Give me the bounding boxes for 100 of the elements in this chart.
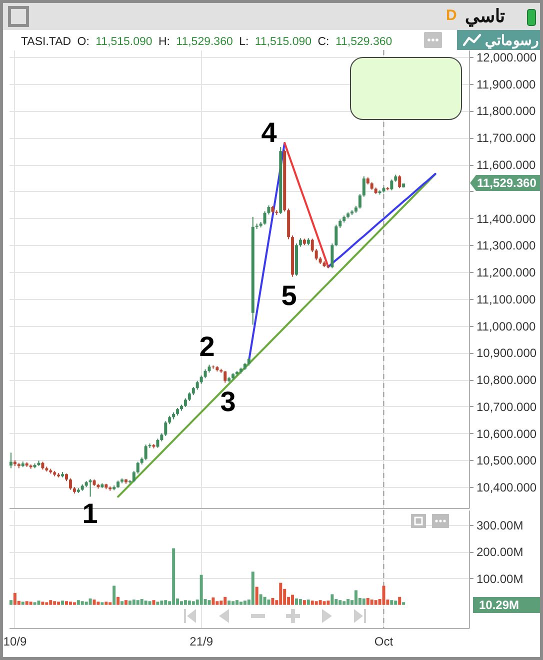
y-tick-label: 11,300.000	[476, 238, 536, 253]
bar	[279, 582, 282, 605]
bar	[100, 602, 104, 605]
bar	[263, 596, 266, 605]
bar	[267, 600, 270, 605]
bar	[390, 600, 394, 605]
bar	[53, 601, 56, 605]
candlestick	[358, 194, 362, 210]
bar	[152, 600, 156, 605]
line-series	[117, 173, 436, 498]
text: 11,529.360	[477, 175, 536, 191]
bar	[21, 602, 24, 605]
bar	[65, 601, 68, 605]
bar	[184, 600, 187, 605]
bar	[243, 600, 246, 605]
candlestick	[156, 438, 160, 448]
bar	[208, 600, 211, 605]
y-tick-label: 100.00M	[476, 572, 524, 586]
y-tick-label: 11,200.000	[476, 266, 536, 280]
bar	[370, 600, 374, 605]
y-tick-label: 300.00M	[476, 518, 524, 533]
candlestick	[136, 461, 140, 474]
bar	[310, 600, 314, 605]
y-tick-label: 11,600.000	[476, 158, 536, 172]
bar	[251, 572, 254, 605]
bar	[29, 602, 32, 605]
bar	[116, 596, 120, 605]
bar	[140, 599, 144, 605]
bar	[318, 600, 322, 605]
bar	[239, 602, 242, 605]
bar	[61, 600, 64, 605]
candlestick	[314, 248, 318, 261]
bar	[120, 601, 124, 605]
bar	[124, 600, 128, 605]
bar	[402, 602, 406, 605]
bar	[84, 602, 88, 605]
candlestick	[9, 452, 12, 469]
x-tick-label: 10/9	[3, 634, 27, 648]
y-tick-label: 10,600.000	[476, 426, 537, 441]
bar	[216, 601, 219, 605]
bar	[49, 600, 52, 605]
line-series	[327, 172, 436, 268]
bar	[45, 602, 48, 605]
annotation: 2	[199, 331, 215, 362]
bar	[362, 598, 366, 605]
bar	[112, 586, 116, 605]
bar	[255, 586, 258, 605]
candlestick	[132, 470, 136, 483]
candlestick	[212, 365, 215, 370]
text: رسوماتي	[485, 31, 539, 49]
y-tick-label: 11,700.000	[476, 131, 536, 146]
y-tick-label: 10,800.000	[476, 373, 537, 388]
bar	[306, 600, 310, 605]
x-tick-label: Oct	[374, 634, 394, 648]
bar	[271, 598, 274, 605]
bar	[25, 601, 28, 605]
bar	[108, 602, 112, 605]
bar	[382, 586, 386, 605]
bar	[104, 602, 108, 605]
annotation: 5	[281, 280, 297, 311]
y-tick-label: 12,000.000	[476, 50, 537, 64]
bar	[128, 600, 132, 605]
bar	[180, 601, 183, 605]
bar	[338, 600, 342, 605]
candlestick	[330, 243, 334, 269]
bar	[394, 600, 398, 605]
candlestick	[224, 370, 227, 384]
y-tick-label: 11,100.000	[476, 292, 536, 306]
bar	[291, 594, 294, 605]
candlestick	[144, 444, 148, 461]
text: D	[446, 7, 457, 25]
candlestick	[164, 420, 168, 436]
bar	[57, 602, 60, 605]
bar	[68, 602, 72, 605]
y-tick-label: 10,500.000	[476, 454, 537, 468]
y-tick-label: 10,900.000	[476, 346, 537, 360]
bar	[33, 602, 36, 605]
text: 10.29M	[479, 597, 520, 613]
bar	[232, 601, 235, 605]
bar	[342, 601, 346, 605]
bar	[354, 590, 358, 605]
bar	[228, 600, 231, 605]
bar	[13, 592, 16, 605]
y-tick-label: 11,400.000	[476, 212, 536, 226]
bar	[192, 601, 195, 605]
bar	[160, 600, 164, 605]
line-series	[284, 142, 330, 268]
chart-subtitle: TASI.TAD O: 11,515.090 H: 11,529.360 L: 11,515.090 C: 11,529.360	[21, 36, 392, 48]
bar	[366, 598, 370, 605]
candlestick	[310, 238, 314, 253]
candlestick	[390, 179, 394, 191]
bar	[302, 600, 306, 605]
bar	[148, 601, 152, 605]
bar	[326, 600, 330, 605]
bar	[156, 602, 160, 605]
bar	[76, 600, 80, 605]
chart-title: تاسي	[465, 6, 505, 27]
bar	[330, 594, 334, 605]
y-tick-label: 200.00M	[476, 545, 524, 560]
bar	[164, 600, 168, 605]
